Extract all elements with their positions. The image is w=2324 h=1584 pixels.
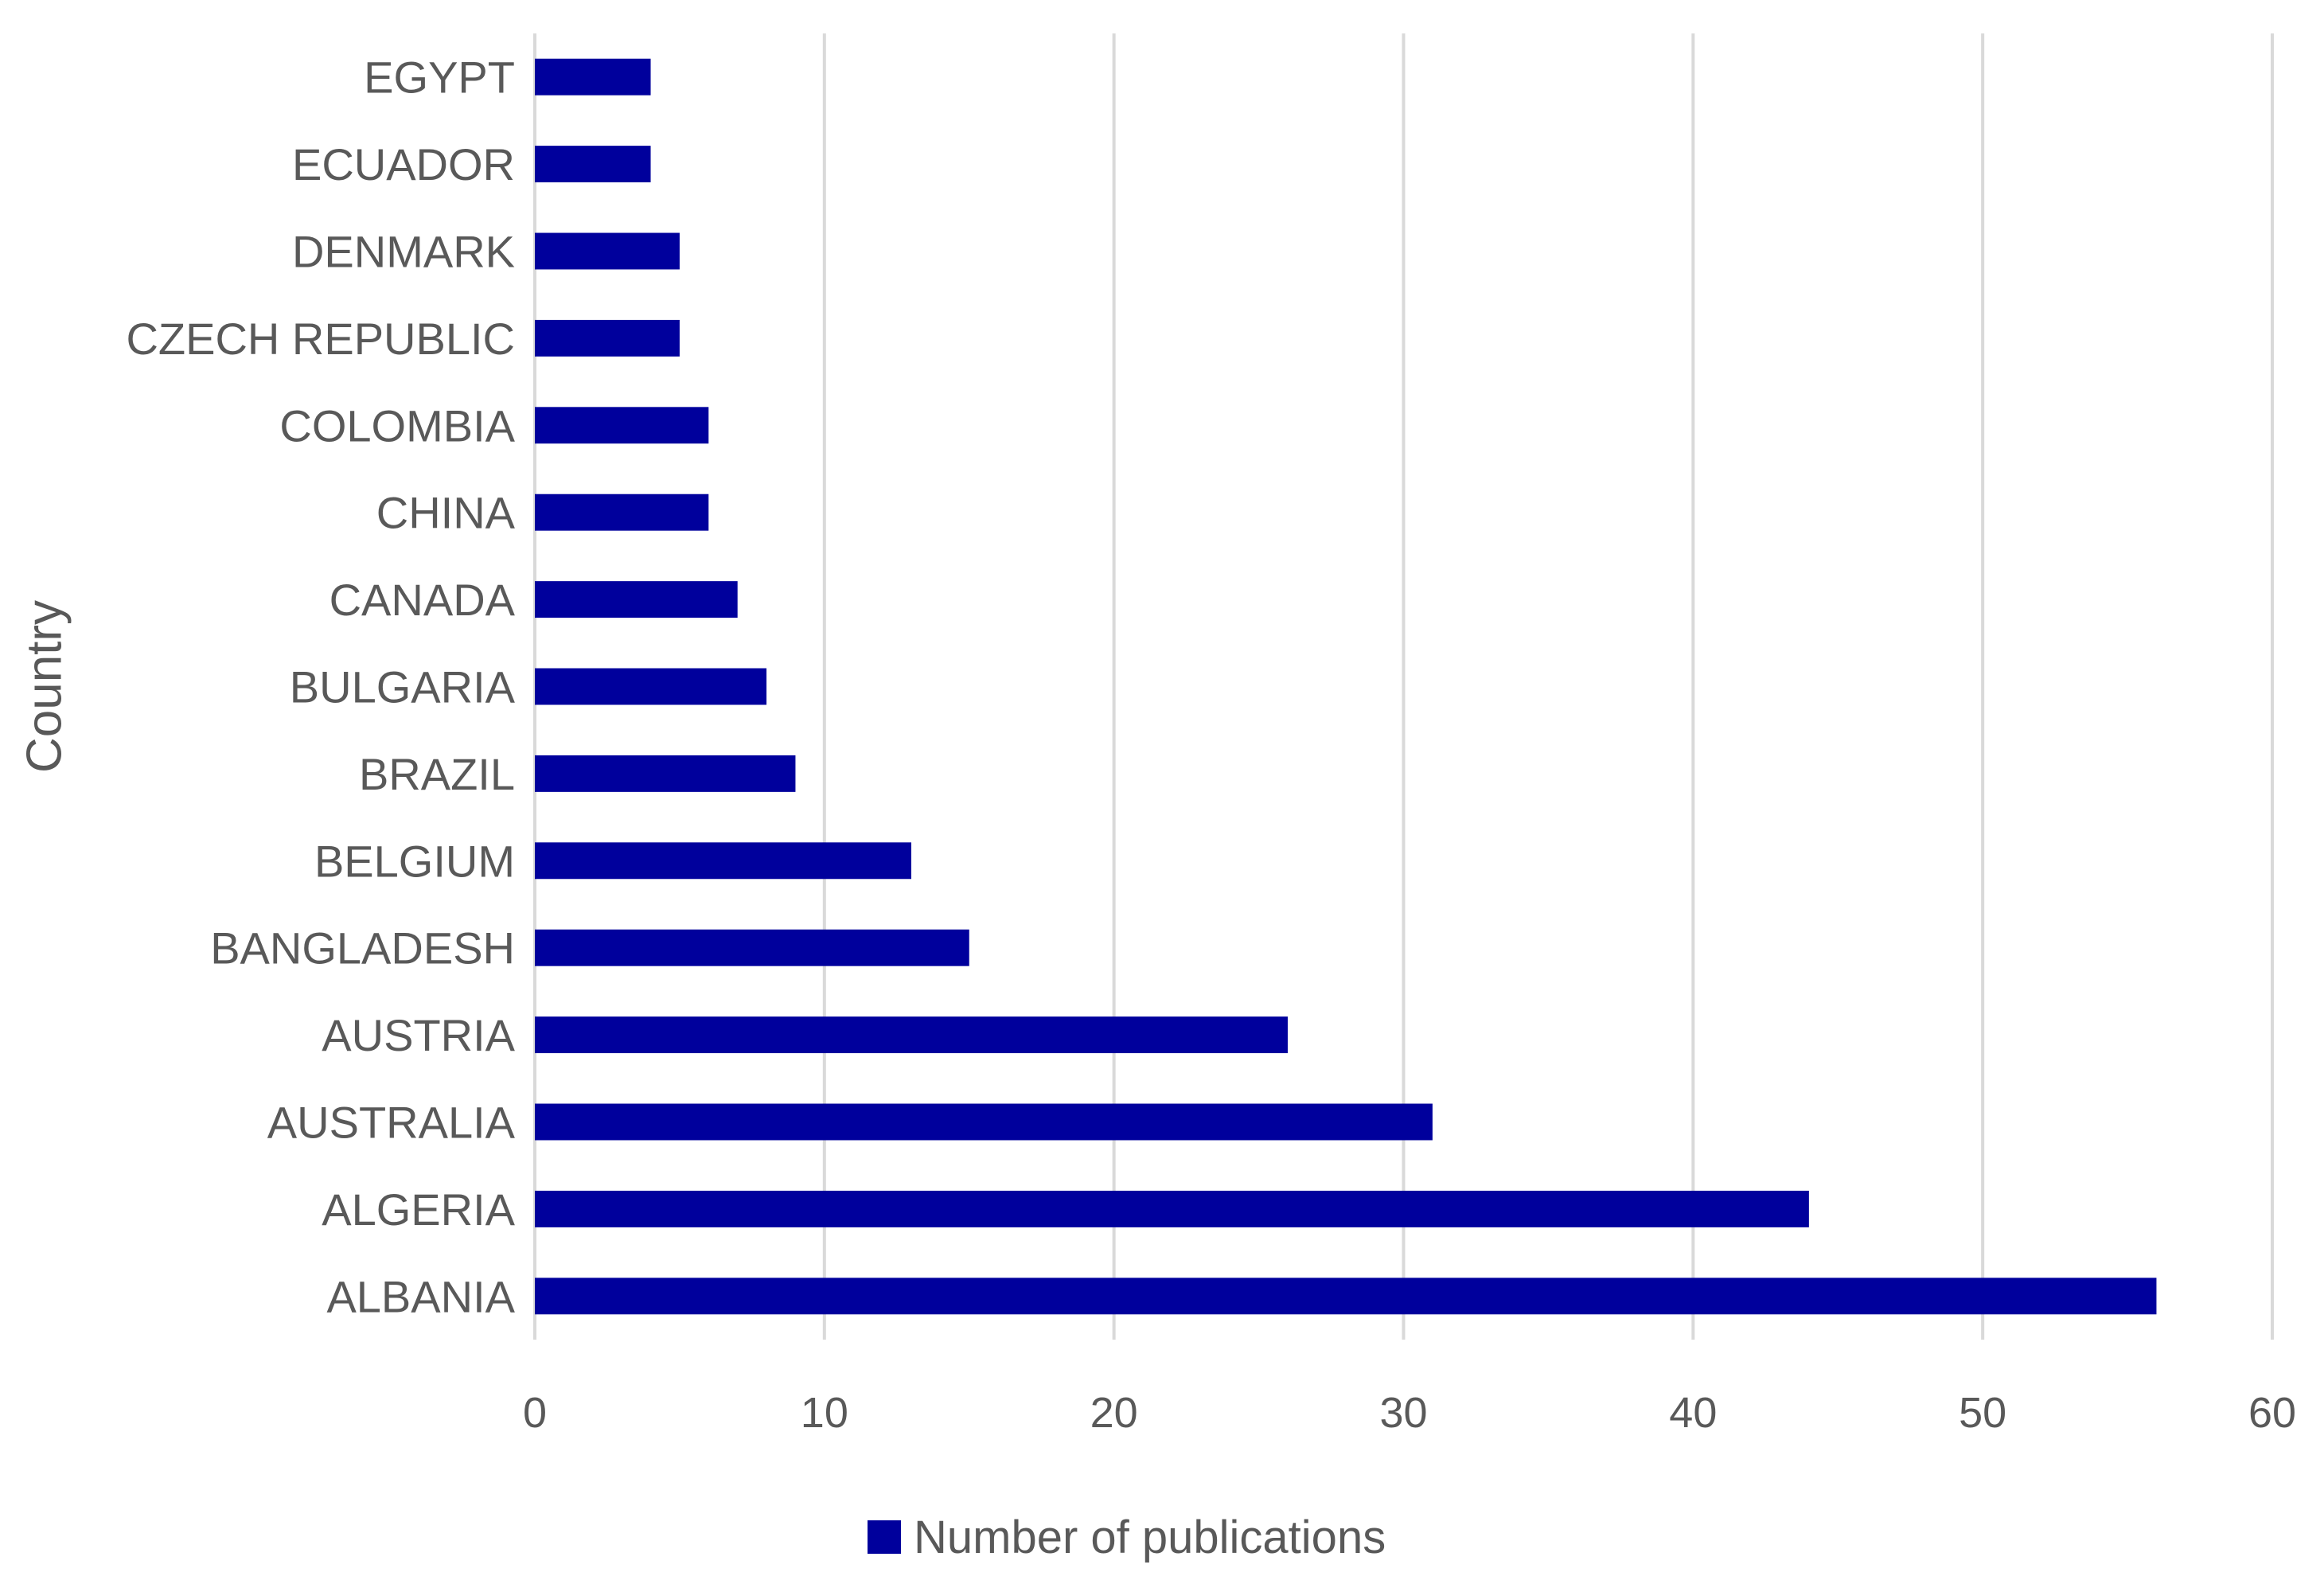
category-label-austria: AUSTRIA [322,1010,515,1060]
category-label-egypt: EGYPT [364,53,515,103]
bar-australia [535,1103,1433,1141]
x-tick-label-30: 30 [1379,1389,1427,1437]
bar-bangladesh [535,929,969,966]
bar-china [535,494,709,531]
bar-austria [535,1016,1288,1054]
bar-ecuador [535,146,651,183]
y-axis-title: Country [17,600,72,773]
x-tick-label-20: 20 [1090,1389,1138,1437]
category-label-belgium: BELGIUM [314,836,515,886]
category-label-canada: CANADA [329,575,516,625]
category-label-albania: ALBANIA [326,1271,515,1321]
category-label-czech-republic: CZECH REPUBLIC [126,314,515,364]
x-tick-label-10: 10 [801,1389,848,1437]
category-label-denmark: DENMARK [292,227,515,277]
legend: Number of publications [868,1512,1386,1563]
x-tick-label-50: 50 [1959,1389,2006,1437]
category-label-brazil: BRAZIL [359,749,515,799]
legend-label: Number of publications [914,1512,1386,1563]
category-label-algeria: ALGERIA [322,1184,515,1235]
bar-canada [535,581,738,618]
category-label-bulgaria: BULGARIA [290,662,516,712]
x-tick-label-60: 60 [2248,1389,2296,1437]
category-label-australia: AUSTRALIA [267,1098,516,1148]
x-tick-label-40: 40 [1669,1389,1717,1437]
category-labels: ALBANIA ALGERIA AUSTRALIA AUSTRIA BANGLADESH… [126,53,515,1322]
category-label-china: CHINA [376,488,516,538]
x-tick-labels: 0 10 20 30 40 50 60 [523,1389,2296,1437]
bar-belgium [535,842,911,880]
bar-denmark [535,232,680,270]
category-label-colombia: COLOMBIA [279,400,515,451]
bar-colombia [535,407,709,444]
bar-brazil [535,755,796,792]
bars [535,58,2157,1315]
bar-algeria [535,1190,1809,1227]
bar-czech-republic [535,319,680,357]
x-tick-label-0: 0 [523,1389,547,1437]
gridlines [533,33,2274,1340]
legend-swatch [868,1520,901,1554]
category-label-ecuador: ECUADOR [292,139,515,189]
bar-albania [535,1278,2157,1315]
bar-bulgaria [535,668,767,705]
bar-egypt [535,58,651,96]
category-label-bangladesh: BANGLADESH [210,923,515,973]
